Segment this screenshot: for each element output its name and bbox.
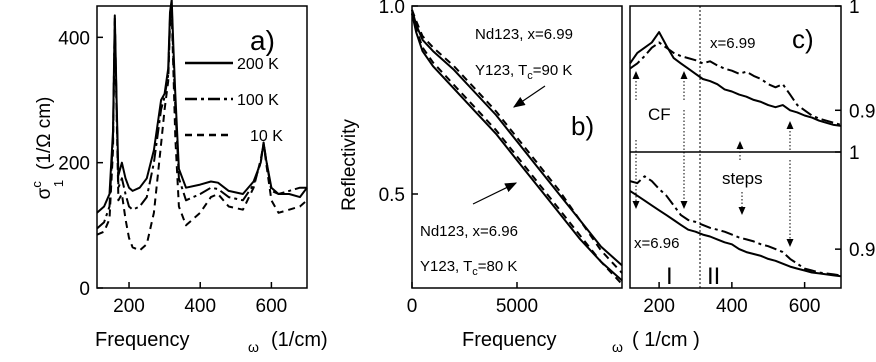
panel-c-dotted-arrows [632,71,794,247]
annotation-nd123-696: Nd123, x=6.96 [420,223,518,240]
panel-b-ticks: 0 5000 0.5 1.0 [379,0,539,317]
panel-a-ytick-label: 0 [79,279,90,300]
annotation-nd123-699: Nd123, x=6.99 [475,26,573,43]
panel-c: 0.9 1 0.9 1 200 400 600 c) x=6.99 CF x=6.96 st… [629,0,875,317]
panel-a-ticks: 200 400 600 0 200 400 [58,28,287,317]
panel-a-ylabel: σc 1 (1/Ω cm) [29,97,66,200]
panel-b-series-0 [411,9,623,267]
annotation-x699: x=6.99 [710,35,755,52]
panel-b-series-2 [411,13,623,282]
ylabel-unit: (1/Ω cm) [34,97,55,170]
panel-b-label: b) [571,111,594,141]
legend-label-200k: 200 K [237,56,279,73]
legend-label-100k: 100 K [237,92,279,109]
panel-b-xlabel-unit: ( 1/cm ) [632,329,700,351]
panel-c-lower-ytick-label: 0.9 [849,240,875,261]
panel-a-xtick-label: 600 [256,296,288,317]
panel-b-xtick-label: 5000 [496,296,538,317]
panel-c-xtick-label: 400 [716,296,748,317]
panel-b-ylabel: Reflectivity [339,119,360,211]
legend-label-10k: 10 K [250,128,283,145]
panel-a-xlabel: Frequency [95,329,190,351]
panel-c-lower-series-0 [629,190,842,278]
panel-a-legend: 200 K 100 K 10 K [185,56,283,145]
ylabel-sub: 1 [51,180,66,187]
annotation-x696: x=6.96 [634,235,679,252]
panel-b: 0 5000 0.5 1.0 b) Nd123, x=6.99 Y123, Tc=90… [339,0,700,355]
panel-b-xlabel-symbol: ω [612,339,623,355]
panel-c-label: c) [792,24,814,54]
panel-c-upper-ytick-label: 1 [849,0,860,18]
panel-c-plot-area [629,31,842,278]
panel-c-upper-series-0 [629,31,842,127]
panel-a-series-1 [96,5,307,230]
panel-b-series-1 [411,9,623,274]
panel-a-xlabel-unit: (1/cm) [271,329,328,351]
panel-a-xtick-label: 200 [113,296,145,317]
annotation-region-ii: II [707,263,720,290]
panel-c-xtick-label: 200 [643,296,675,317]
panel-c-upper-ytick-label: 0.9 [849,101,875,122]
panel-a-ytick-label: 400 [58,28,90,49]
arrow-90k [513,85,546,108]
annotation-region-i: I [666,263,673,290]
panel-b-frame [411,5,623,289]
panel-a-ytick-label: 200 [58,154,90,175]
annotation-cf: CF [648,105,671,124]
panel-a-xlabel-symbol: ω [248,339,259,355]
panel-c-ticks: 0.9 1 0.9 1 200 400 600 [643,0,875,317]
panel-b-ytick-label: 0.5 [379,185,405,206]
panel-a-frame [96,5,308,289]
annotation-steps: steps [722,169,763,188]
panel-a-series-2 [96,11,308,252]
panel-b-plot-area [411,9,623,285]
panel-c-lower-series-1 [629,175,842,277]
arrow-80k [472,182,518,205]
panel-c-upper-series-1 [629,41,842,126]
panel-c-lower-ytick-label: 1 [849,143,860,164]
panel-a-xtick-label: 400 [184,296,216,317]
panel-a-label: a) [250,25,275,56]
panel-b-ytick-label: 1.0 [379,0,405,18]
panel-b-series-3 [411,13,623,285]
ylabel-sigma: σ [34,187,55,199]
panel-b-xtick-label: 0 [407,296,418,317]
panel-b-xlabel: Frequency [462,329,557,351]
ylabel-sup: c [29,181,44,188]
panel-c-xtick-label: 600 [789,296,821,317]
panel-a-plot-area [96,0,308,252]
panel-c-frame [629,5,842,289]
annotation-y123-80k: Y123, Tc=80 K [420,258,517,278]
annotation-y123-90k: Y123, Tc=90 K [475,62,572,82]
svg-text:σc1(1/Ω cm): σc 1 (1/Ω cm) [29,97,66,200]
